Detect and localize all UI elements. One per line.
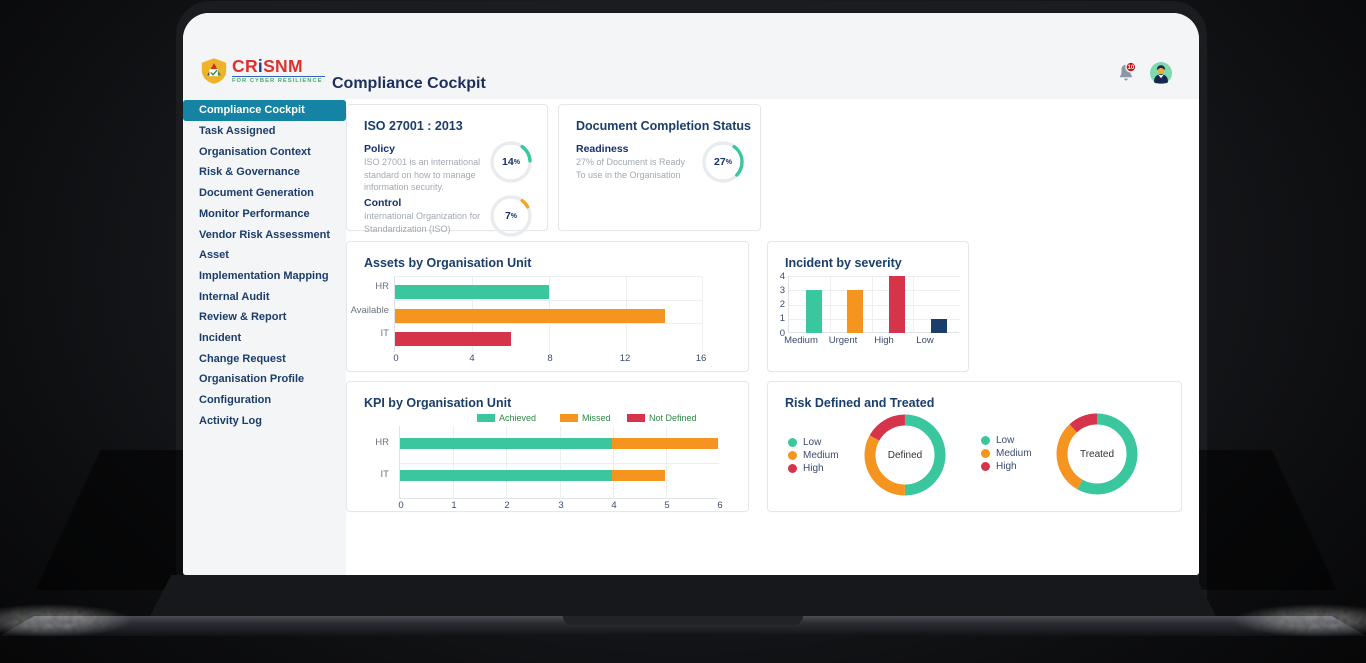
svg-text:10: 10 — [1127, 65, 1134, 71]
